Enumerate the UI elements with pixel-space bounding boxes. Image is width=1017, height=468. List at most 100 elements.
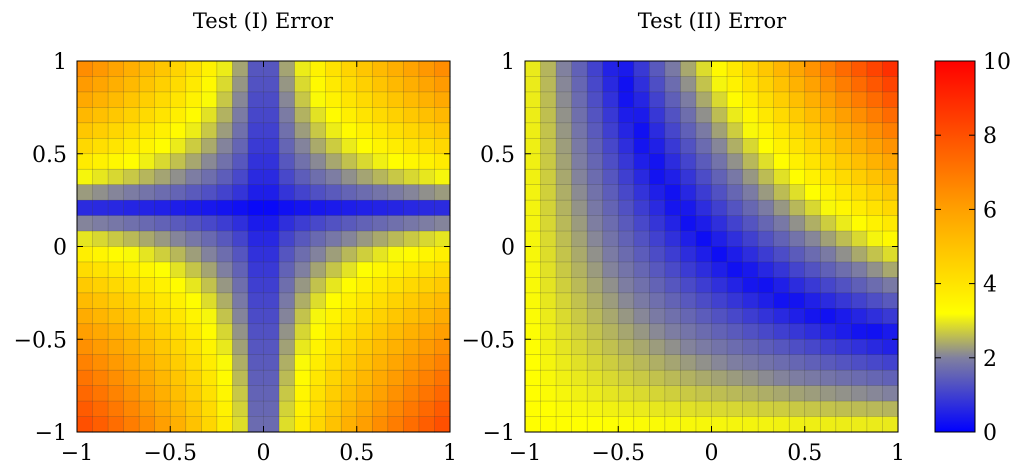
heatmap-cell: [586, 369, 604, 387]
heatmap-cell: [232, 400, 249, 418]
heatmap-cell: [403, 308, 420, 325]
heatmap-cell: [76, 184, 94, 201]
heatmap-cell: [788, 107, 806, 124]
heatmap-cell: [92, 76, 109, 93]
heatmap-cell: [711, 153, 728, 170]
heatmap-cell: [123, 153, 140, 170]
heatmap-cell: [434, 137, 451, 155]
heatmap-cell: [216, 122, 234, 139]
heatmap-cell: [726, 246, 744, 263]
heatmap-cell: [434, 261, 451, 279]
heatmap-cell: [294, 338, 311, 356]
heatmap-cell: [773, 369, 790, 387]
heatmap-cell: [263, 338, 280, 356]
heatmap-cell: [356, 137, 373, 155]
heatmap-cell: [387, 168, 404, 186]
heatmap-cell: [524, 76, 542, 93]
heatmap-cell: [726, 60, 744, 78]
heatmap-cell: [278, 60, 296, 78]
heatmap-cell: [371, 292, 389, 309]
heatmap-cell: [325, 122, 342, 139]
heatmap-cell: [278, 416, 296, 433]
heatmap-cell: [434, 246, 451, 263]
y-tick-label: 0: [53, 236, 67, 261]
heatmap-cell: [757, 153, 775, 170]
heatmap-cell: [154, 354, 171, 371]
heatmap-cell: [138, 369, 156, 387]
heatmap-cell: [617, 153, 635, 170]
heatmap-cell: [788, 122, 806, 139]
heatmap-cell: [602, 60, 619, 78]
heatmap-cell: [851, 246, 868, 263]
heatmap-cell: [835, 385, 852, 402]
heatmap-cell: [434, 91, 451, 108]
heatmap-cell: [278, 246, 296, 263]
heatmap-cell: [325, 215, 342, 232]
heatmap-cell: [804, 168, 821, 186]
heatmap-cell: [76, 137, 94, 155]
heatmap-cell: [804, 308, 821, 325]
heatmap-cell: [201, 153, 218, 170]
heatmap-cell: [524, 199, 542, 217]
heatmap-cell: [633, 369, 650, 387]
heatmap-cell: [309, 184, 327, 201]
heatmap-cell: [185, 292, 202, 309]
heatmap-cell: [403, 168, 420, 186]
heatmap-cell: [340, 168, 358, 186]
heatmap-cell: [742, 153, 759, 170]
x-tick-label: 0: [705, 441, 719, 466]
heatmap-cell: [555, 385, 573, 402]
heatmap-cell: [586, 91, 604, 108]
heatmap-cell: [788, 246, 806, 263]
heatmap-cell: [851, 338, 868, 356]
heatmap-cell: [418, 338, 436, 356]
heatmap-cell: [340, 230, 358, 248]
heatmap-cell: [309, 369, 327, 387]
heatmap-cell: [711, 122, 728, 139]
heatmap-cell: [387, 416, 404, 433]
colorbar-bar: [934, 60, 976, 433]
heatmap-cell: [278, 354, 296, 371]
heatmap-cell: [835, 107, 852, 124]
heatmap-cell: [169, 76, 187, 93]
heatmap-cell: [866, 369, 884, 387]
heatmap-cell: [524, 292, 542, 309]
heatmap-cell: [524, 416, 542, 433]
heatmap-cell: [107, 323, 125, 340]
heatmap-cell: [92, 400, 109, 418]
heatmap-cell: [138, 292, 156, 309]
heatmap-cell: [185, 416, 202, 433]
heatmap-cell: [664, 199, 682, 217]
heatmap-cell: [434, 199, 451, 217]
heatmap-cell: [602, 215, 619, 232]
heatmap-cell: [882, 246, 899, 263]
heatmap-cell: [263, 369, 280, 387]
heatmap-cell: [371, 308, 389, 325]
heatmap-cell: [340, 308, 358, 325]
heatmap-cell: [76, 199, 94, 217]
heatmap-cell: [711, 230, 728, 248]
heatmap-cell: [851, 76, 868, 93]
heatmap-cell: [695, 76, 713, 93]
heatmap-cell: [742, 184, 759, 201]
heatmap-cell: [882, 137, 899, 155]
heatmap-cell: [617, 277, 635, 294]
heatmap-cell: [555, 122, 573, 139]
heatmap-cell: [617, 230, 635, 248]
heatmap-cell: [788, 230, 806, 248]
heatmap-cell: [76, 323, 94, 340]
heatmap-cell: [76, 400, 94, 418]
heatmap-cell: [201, 261, 218, 279]
heatmap-cell: [835, 137, 852, 155]
heatmap-cell: [726, 385, 744, 402]
heatmap-cell: [123, 137, 140, 155]
heatmap-cell: [325, 400, 342, 418]
heatmap-cell: [664, 107, 682, 124]
heatmap-cell: [757, 137, 775, 155]
heatmap-cell: [232, 184, 249, 201]
heatmap-cell: [726, 76, 744, 93]
heatmap-cell: [866, 199, 884, 217]
heatmap-cell: [711, 168, 728, 186]
heatmap-cell: [882, 400, 899, 418]
heatmap-cell: [107, 60, 125, 78]
